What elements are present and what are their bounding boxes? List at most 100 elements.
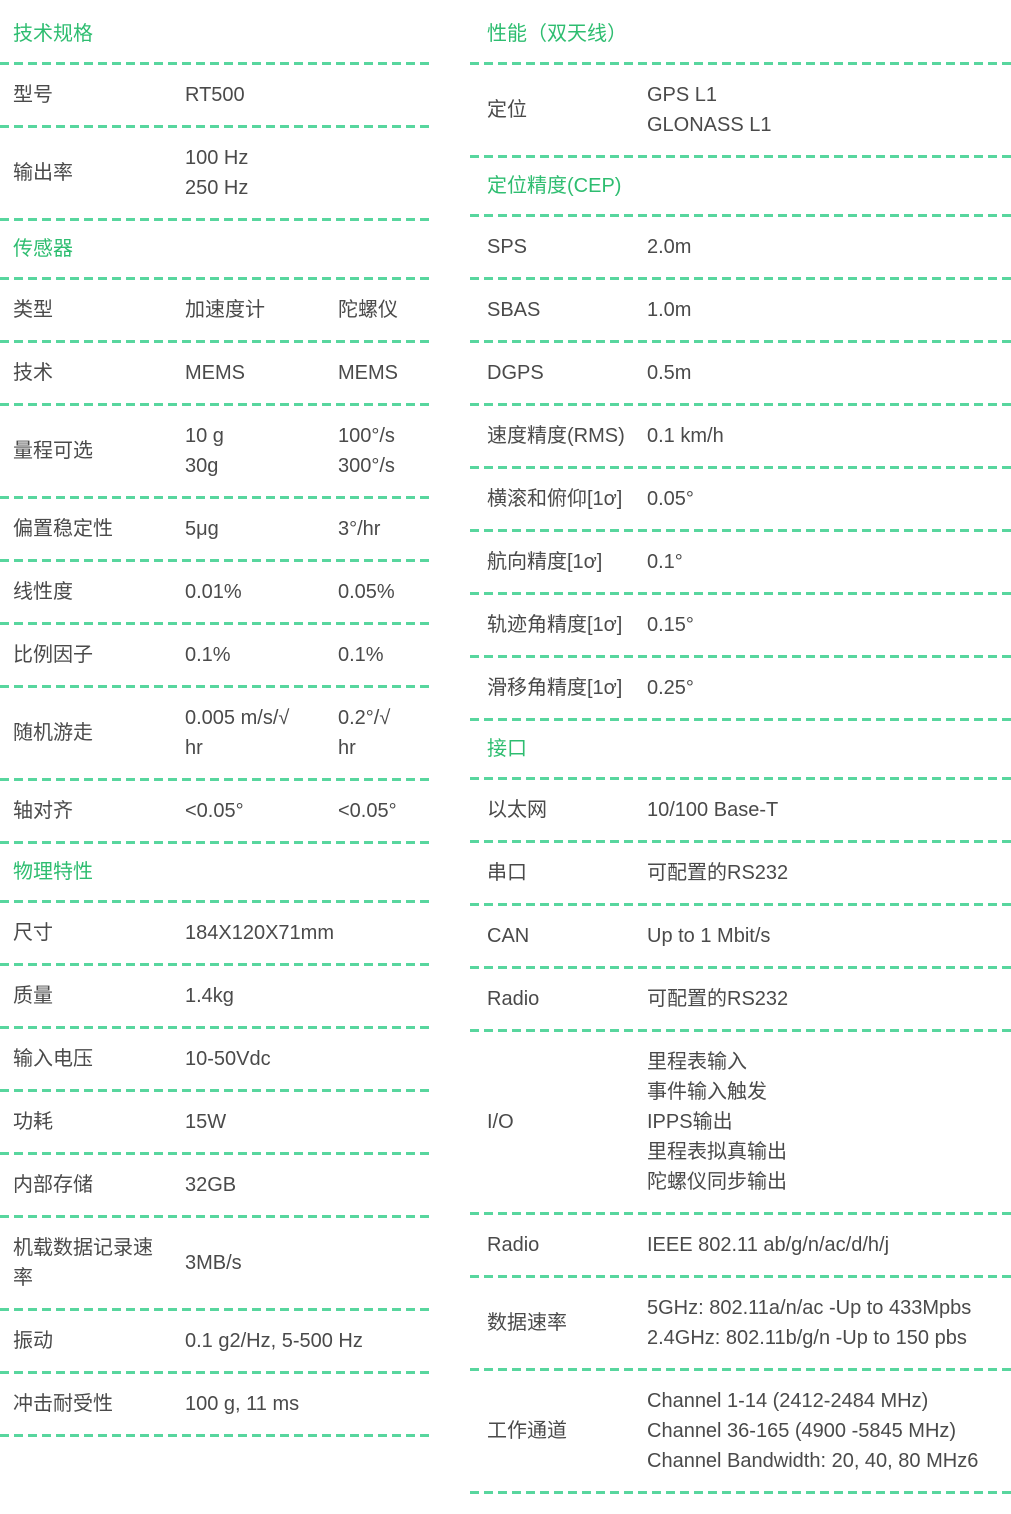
row-divider (470, 777, 1011, 780)
value-line: <0.05° (185, 800, 244, 822)
spec-value: IEEE 802.11 ab/g/n/ac/d/h/j (647, 1230, 1011, 1260)
row-divider (0, 403, 430, 406)
section-title: 定位精度(CEP) (487, 175, 622, 197)
spec-row: 振动 0.1 g2/Hz, 5-500 Hz (0, 1311, 430, 1371)
row-divider (0, 778, 430, 781)
value-line: MEMS (338, 362, 398, 384)
row-divider (0, 496, 430, 499)
spec-label: 偏置稳定性 (13, 518, 113, 540)
spec-value: 10/100 Base-T (647, 795, 1011, 825)
row-divider (470, 903, 1011, 906)
row-divider (0, 1371, 430, 1374)
spec-label: 随机游走 (13, 722, 93, 744)
row-divider (0, 559, 430, 562)
row-divider (470, 592, 1011, 595)
value-line: GLONASS L1 (647, 114, 772, 136)
spec-value: MEMS (185, 358, 338, 388)
spec-label: 输出率 (13, 162, 73, 184)
spec-row: 串口 可配置的RS232 (470, 843, 1011, 903)
section-title: 接口 (487, 738, 527, 760)
spec-row: 横滚和俯仰[1ơ] 0.05° (470, 469, 1011, 529)
value-line: 32GB (185, 1174, 237, 1196)
row-divider (470, 1368, 1011, 1371)
section-title: 传感器 (13, 238, 73, 260)
spec-value: 加速度计 (185, 295, 338, 325)
spec-row: 质量 1.4kg (0, 966, 430, 1026)
spec-value: 0.1 km/h (647, 421, 1011, 451)
value-line: 0.1° (647, 551, 683, 573)
value-line: 5μg (185, 518, 219, 540)
spec-row: Radio IEEE 802.11 ab/g/n/ac/d/h/j (470, 1215, 1011, 1275)
value-line: 事件输入触发 (647, 1081, 767, 1103)
spec-row: 比例因子 0.1% 0.1% (0, 625, 430, 685)
spec-value: 0.2°/√ hr (338, 703, 430, 763)
value-line: 300°/s (338, 455, 395, 477)
spec-value: GPS L1 GLONASS L1 (647, 80, 1011, 140)
spec-label: I/O (487, 1111, 514, 1133)
value-line: 184X120X71mm (185, 922, 334, 944)
spec-value: <0.05° (185, 796, 338, 826)
spec-row: 输出率 100 Hz 250 Hz (0, 128, 430, 218)
value-line: 10-50Vdc (185, 1048, 271, 1070)
spec-row: I/O 里程表输入 事件输入触发 IPPS输出 里程表拟真输出 陀螺仪同步输出 (470, 1032, 1011, 1212)
spec-label: DGPS (487, 362, 544, 384)
value-line: 15W (185, 1111, 227, 1133)
row-divider (0, 1215, 430, 1218)
spec-label: 型号 (13, 84, 53, 106)
spec-value: 5GHz: 802.11a/n/ac -Up to 433Mpbs 2.4GHz:… (647, 1293, 1011, 1353)
spec-value: 可配置的RS232 (647, 984, 1011, 1014)
row-divider (470, 214, 1011, 217)
spec-row: 轨迹角精度[1ơ] 0.15° (470, 595, 1011, 655)
row-divider (470, 1275, 1011, 1278)
row-divider (0, 963, 430, 966)
value-line: GPS L1 (647, 84, 718, 106)
spec-label: 轴对齐 (13, 800, 73, 822)
section-title: 性能（双天线） (487, 23, 627, 45)
value-line: Channel 1-14 (2412-2484 MHz) (647, 1390, 929, 1412)
spec-row: 尺寸 184X120X71mm (0, 903, 430, 963)
spec-label: CAN (487, 925, 530, 947)
spec-value: 可配置的RS232 (647, 858, 1011, 888)
value-line: RT500 (185, 84, 245, 106)
value-line: 100°/s (338, 425, 395, 447)
spec-label: SPS (487, 236, 528, 258)
spec-row: 冲击耐受性 100 g, 11 ms (0, 1374, 430, 1434)
row-divider (470, 1212, 1011, 1215)
value-line: 0.15° (647, 614, 694, 636)
row-divider (0, 1308, 430, 1311)
value-line: IEEE 802.11 ab/g/n/ac/d/h/j (647, 1234, 890, 1256)
row-divider (470, 277, 1011, 280)
spec-value: 0.1% (185, 640, 338, 670)
spec-label: Radio (487, 988, 540, 1010)
spec-row: 机载数据记录速率 3MB/s (0, 1218, 430, 1308)
row-divider (0, 900, 430, 903)
spec-row: SBAS 1.0m (470, 280, 1011, 340)
spec-value: 5μg (185, 514, 338, 544)
spec-label: 尺寸 (13, 922, 53, 944)
spec-value: 10 g 30g (185, 421, 338, 481)
value-line: 加速度计 (185, 299, 265, 321)
row-divider (0, 218, 430, 221)
value-line: 2.4GHz: 802.11b/g/n -Up to 150 pbs (647, 1327, 967, 1349)
value-line: hr (185, 737, 203, 759)
spec-row: 速度精度(RMS) 0.1 km/h (470, 406, 1011, 466)
row-divider (0, 685, 430, 688)
spec-row: Radio 可配置的RS232 (470, 969, 1011, 1029)
spec-value: 184X120X71mm (185, 918, 430, 948)
spec-value: 100°/s 300°/s (338, 421, 430, 481)
spec-column-left: 技术规格 型号 RT500 输出率 100 Hz 250 Hz 传感器 类型 加速度计 陀螺仪 技术… (0, 6, 430, 1437)
spec-row: 内部存储 32GB (0, 1155, 430, 1215)
row-divider (0, 125, 430, 128)
value-line: 里程表拟真输出 (647, 1141, 787, 1163)
spec-label: 类型 (13, 299, 53, 321)
spec-value: 0.1° (647, 547, 1011, 577)
spec-row: SPS 2.0m (470, 217, 1011, 277)
row-divider (0, 622, 430, 625)
value-line: 100 g, 11 ms (185, 1393, 300, 1415)
spec-row: 型号 RT500 (0, 65, 430, 125)
row-divider (0, 1026, 430, 1029)
value-line: 0.05% (338, 581, 395, 603)
spec-row: 滑移角精度[1ơ] 0.25° (470, 658, 1011, 718)
spec-row: DGPS 0.5m (470, 343, 1011, 403)
spec-row: 输入电压 10-50Vdc (0, 1029, 430, 1089)
